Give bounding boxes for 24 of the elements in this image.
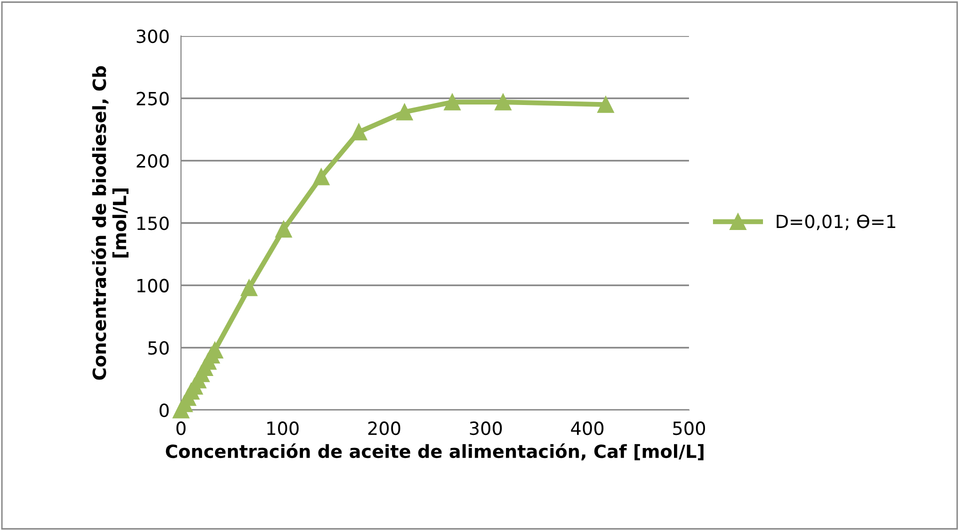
x-tick-label: 200: [368, 421, 400, 436]
x-tick-label: 400: [571, 421, 604, 436]
point: [494, 94, 512, 110]
y-tick-label: 100: [137, 278, 169, 292]
y-axis-title: Concentración de biodiesel, Cb [mol/L]: [91, 66, 128, 380]
point: [275, 220, 292, 238]
legend-label: D=0,01; ϴ=1: [776, 214, 896, 230]
x-axis-title: Concentración de aceite de alimentación, Caf [mol/L]: [166, 443, 704, 460]
y-tick-label: 250: [136, 92, 169, 106]
point: [396, 104, 413, 120]
point: [350, 124, 368, 140]
x-tick-label: 500: [673, 421, 706, 436]
y-tick-label: 0: [160, 403, 169, 418]
y-tick-label: 200: [136, 154, 169, 168]
y-tick-label: 300: [136, 29, 169, 44]
point: [597, 96, 614, 113]
y-tick-label: 50: [148, 341, 169, 355]
y-tick-label: 150: [137, 216, 169, 230]
point: [444, 94, 461, 110]
x-tick-label: 100: [267, 421, 299, 436]
point: [312, 168, 330, 186]
point: [240, 279, 258, 296]
x-tick-label: 0: [176, 421, 186, 436]
x-tick-label: 300: [470, 421, 502, 436]
